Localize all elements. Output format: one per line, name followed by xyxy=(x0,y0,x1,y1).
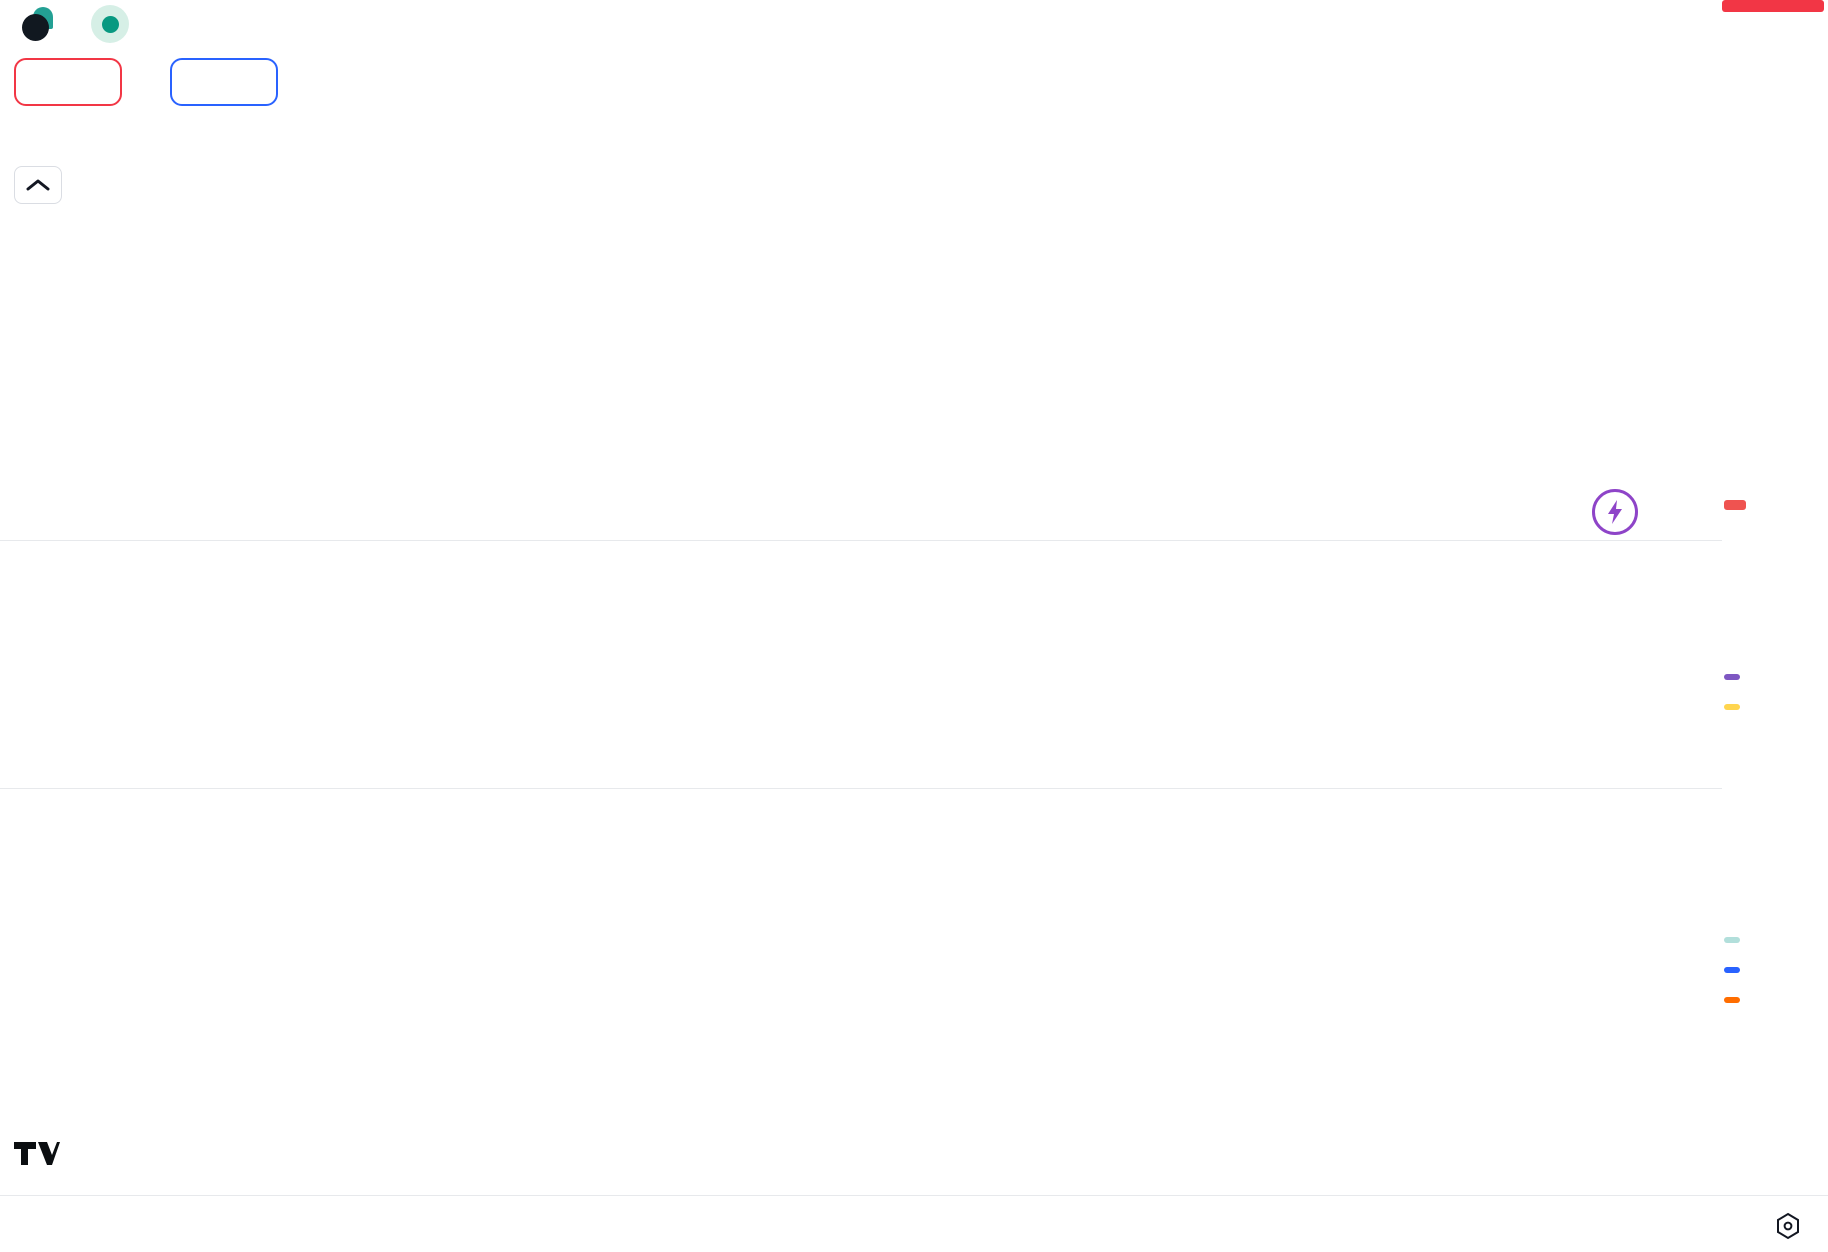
xrp-logo-icon xyxy=(22,7,56,41)
macd-chart xyxy=(0,790,1722,1195)
chart-header xyxy=(0,0,1828,48)
rsi-chart xyxy=(0,542,1722,787)
rsi-pane[interactable] xyxy=(0,542,1722,787)
rsi-value-badge xyxy=(1724,674,1740,680)
volume-axis-badge xyxy=(1724,500,1746,510)
market-status-icon xyxy=(91,5,129,43)
xrp-logo-glyph xyxy=(22,14,49,41)
macd-legend[interactable] xyxy=(14,800,56,829)
rsi-legend[interactable] xyxy=(14,554,42,583)
buy-button[interactable] xyxy=(170,58,278,106)
time-axis[interactable] xyxy=(0,1195,1828,1252)
sell-button[interactable] xyxy=(14,58,122,106)
hex-settings-icon[interactable] xyxy=(1774,1212,1802,1245)
macd-hist-badge xyxy=(1724,937,1740,943)
price-pane[interactable] xyxy=(0,48,1722,540)
macd-line-badge xyxy=(1724,967,1740,973)
last-price-badge[interactable] xyxy=(1722,0,1824,12)
tradingview-watermark xyxy=(14,1138,68,1168)
macd-signal-badge xyxy=(1724,997,1740,1003)
candlestick-chart xyxy=(0,48,1722,540)
macd-pane[interactable] xyxy=(0,790,1722,1195)
bid-ask-panel xyxy=(14,58,278,106)
collapse-pane-button[interactable] xyxy=(14,166,62,204)
rsi-ma-value-badge xyxy=(1724,704,1740,710)
price-axis[interactable] xyxy=(1722,0,1828,1195)
tradingview-logo-icon xyxy=(14,1142,60,1165)
ohlc-values xyxy=(158,8,223,40)
chevron-up-icon xyxy=(26,179,50,191)
lightning-bolt-icon[interactable] xyxy=(1592,489,1638,535)
